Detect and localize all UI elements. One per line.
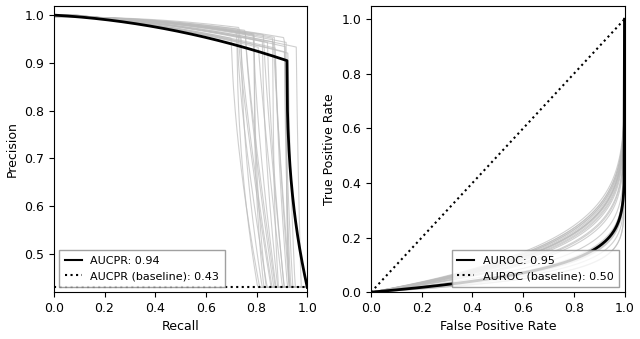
Y-axis label: True Positive Rate: True Positive Rate bbox=[323, 93, 336, 205]
X-axis label: False Positive Rate: False Positive Rate bbox=[440, 320, 556, 334]
Legend: AUCPR: 0.94, AUCPR (baseline): 0.43: AUCPR: 0.94, AUCPR (baseline): 0.43 bbox=[60, 250, 225, 286]
Y-axis label: Precision: Precision bbox=[6, 121, 19, 177]
X-axis label: Recall: Recall bbox=[162, 320, 200, 334]
Legend: AUROC: 0.95, AUROC (baseline): 0.50: AUROC: 0.95, AUROC (baseline): 0.50 bbox=[452, 250, 619, 286]
